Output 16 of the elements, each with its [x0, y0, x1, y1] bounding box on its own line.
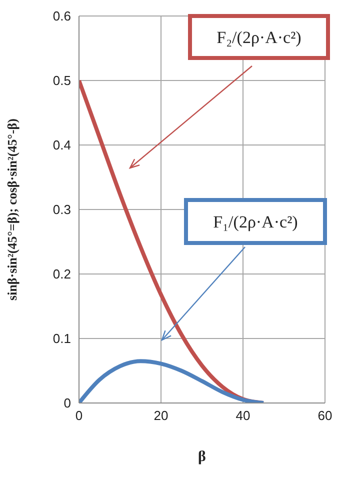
- annotation: F₂/(2ρ·A·c²): [216, 28, 302, 47]
- x-tick-label: 60: [318, 408, 332, 424]
- x-tick-label: 40: [236, 408, 250, 424]
- y-axis-title: sinβ·sin²(45°=β); cosβ·sin²(45°-β): [4, 118, 20, 300]
- line-series: [79, 359, 266, 403]
- y-tick-label: 0: [64, 396, 71, 411]
- x-tick-label: 20: [154, 408, 168, 424]
- x-tick-label: 0: [75, 408, 83, 424]
- y-tick-label: 0.1: [52, 331, 71, 346]
- y-tick-label: 0.3: [52, 202, 71, 218]
- y-tick-label: 0.5: [52, 73, 71, 88]
- y-tick-label: 0.6: [52, 8, 71, 24]
- y-tick-label: 0.4: [52, 138, 71, 153]
- annotation: F₁/(2ρ·A·c²): [213, 212, 298, 232]
- x-axis-title: β: [198, 449, 206, 465]
- y-tick-label: 0.2: [52, 266, 71, 282]
